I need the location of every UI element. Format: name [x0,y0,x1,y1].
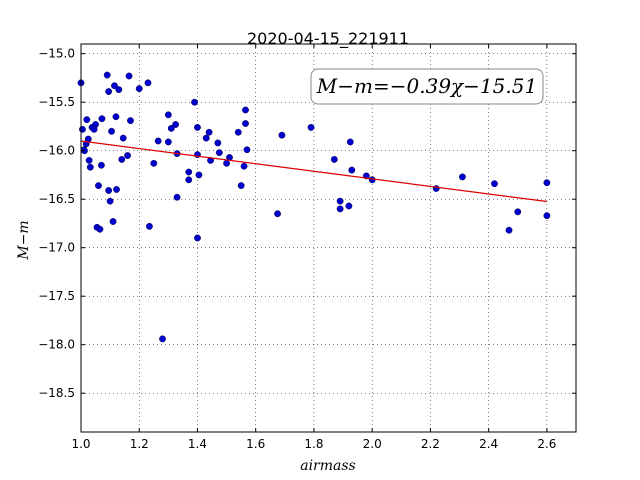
data-point [135,85,143,93]
data-point [118,156,126,163]
data-point [205,128,213,136]
x-tick-label: 2.0 [363,437,382,451]
data-point [278,131,286,139]
x-tick-label: 2.6 [537,437,556,451]
data-point [348,166,356,174]
data-point [85,156,93,164]
data-point [109,218,117,225]
data-point [159,335,166,343]
data-point [113,186,120,193]
x-tick-label: 2.2 [421,437,440,451]
data-point [127,117,134,125]
data-point [164,138,172,146]
data-point [336,197,344,205]
data-point [336,205,344,213]
data-point [83,116,91,124]
axis-ticks: 1.0 1.2 1.4 1.6 1.8 2.0 2.2 2.4 2.6 −15.0 −15.5 −16… [38,44,576,451]
data-point [154,137,162,145]
data-point [368,176,376,184]
data-point [202,134,210,142]
data-point [124,152,131,159]
data-point [185,176,193,184]
data-point [86,163,94,171]
data-point [191,98,198,106]
fit-line [80,140,547,203]
data-point [215,149,223,157]
data-point [242,120,249,127]
data-point [108,127,115,135]
data-point [345,202,353,210]
x-tick-label: 2.4 [479,437,498,451]
fit-equation-text: M−m=−0.39χ−15.51 [316,74,537,98]
x-tick-label: 1.6 [246,437,265,451]
data-point [111,82,118,90]
data-point [115,86,123,93]
data-point [330,156,338,163]
data-point [234,128,242,136]
y-tick-label: −18.5 [38,386,75,400]
y-tick-label: −17.0 [38,241,75,255]
data-point [505,226,513,234]
data-point [164,111,172,119]
data-point [194,124,201,131]
y-tick-label: −18.0 [38,338,75,352]
data-point [207,156,214,164]
data-point [307,124,315,131]
data-point [214,139,222,147]
data-point [97,161,105,169]
data-point [240,162,248,170]
data-point [79,125,86,133]
data-point [237,182,245,190]
data-point [92,121,99,128]
data-point [106,197,114,205]
data-point [194,234,201,242]
data-point [103,71,111,79]
data-point [96,225,104,233]
plot-frame [80,43,577,433]
data-point [346,138,354,146]
y-tick-label: −17.5 [38,289,75,303]
y-tick-label: −15.0 [38,47,75,61]
data-point [105,88,113,95]
x-tick-label: 1.8 [304,437,323,451]
data-point [459,173,466,181]
data-point [95,182,102,190]
chart-title: 2020-04-15_221911 [247,29,409,49]
data-point [185,168,193,176]
data-point [112,113,120,121]
data-point [167,124,175,132]
data-point [172,121,180,128]
y-tick-label: −16.0 [38,144,75,158]
y-tick-label: −15.5 [38,95,75,109]
data-point [105,187,113,194]
data-point [543,212,551,220]
data-point [150,159,158,167]
data-point [543,179,551,187]
y-tick-label: −16.5 [38,192,75,206]
data-point [223,159,230,167]
data-point [274,210,281,218]
data-point [119,134,127,142]
data-point [491,180,498,188]
fit-equation-box: M−m=−0.39χ−15.51 [310,68,544,105]
grid-lines [80,44,576,432]
x-tick-label: 1.0 [71,437,90,451]
data-point [242,106,249,114]
x-axis-label: airmass [300,458,356,474]
data-point [125,72,133,80]
y-axis-label: M−m [16,220,32,260]
x-tick-label: 1.2 [130,437,149,451]
data-point [243,146,251,154]
data-point [98,115,106,123]
x-tick-label: 1.4 [188,437,207,451]
plot-area [77,71,551,343]
data-point [514,208,522,216]
data-point [146,222,153,230]
data-point [173,193,181,201]
data-point [144,79,152,87]
data-point [195,171,203,179]
